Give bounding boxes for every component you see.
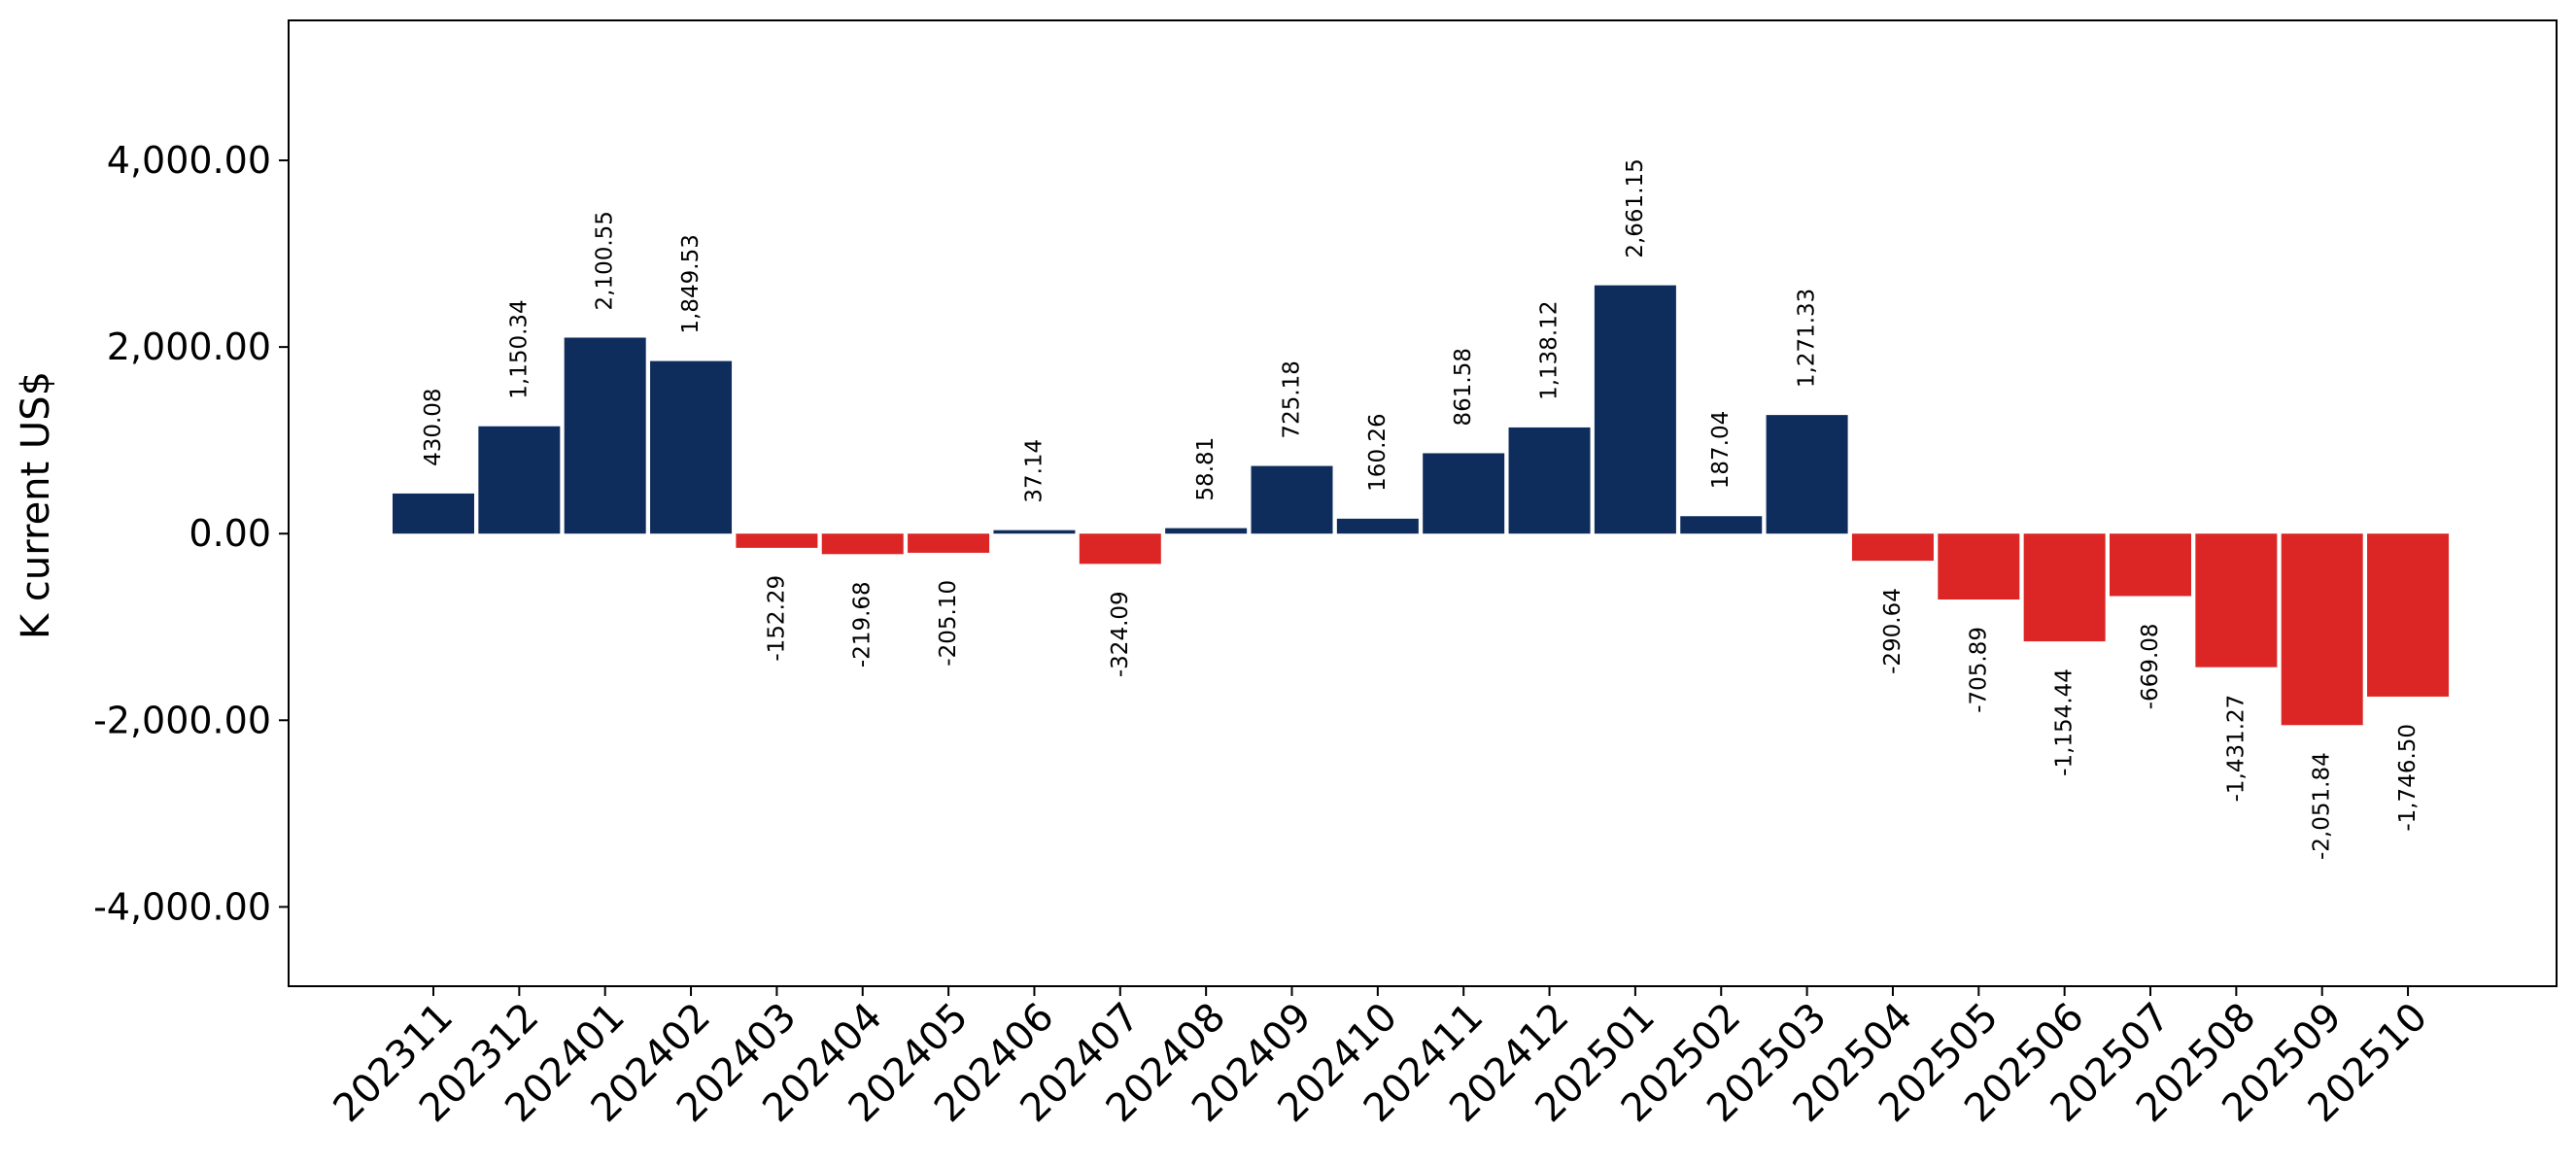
x-axis: 2023112023122024012024022024032024042024…: [326, 986, 2436, 1131]
data-label: 430.08: [421, 388, 446, 465]
bar: [1594, 285, 1676, 534]
data-label: -324.09: [1108, 591, 1133, 677]
data-label: -705.89: [1966, 627, 1991, 713]
bar: [1508, 427, 1591, 534]
data-label: 1,150.34: [506, 299, 532, 398]
y-tick-label: 0.00: [189, 512, 271, 555]
bar: [993, 530, 1076, 534]
y-tick-label: -4,000.00: [93, 885, 271, 928]
data-label: 1,138.12: [1537, 300, 1563, 399]
bars-group: [393, 285, 2450, 726]
y-tick-label: 4,000.00: [107, 139, 271, 182]
data-label: 2,661.15: [1623, 158, 1648, 257]
bar: [2281, 533, 2363, 726]
y-tick-label: 2,000.00: [107, 326, 271, 368]
bar: [564, 337, 646, 534]
bar: [393, 493, 474, 534]
y-tick-label: -2,000.00: [93, 699, 271, 741]
data-labels-group: 430.08 1,150.34 2,100.55 1,849.53 -152.29 -21…: [421, 158, 2421, 860]
data-label: -2,051.84: [2310, 752, 2335, 860]
bar: [2023, 533, 2106, 642]
bar: [1851, 533, 1934, 562]
bar: [1336, 518, 1419, 534]
data-label: 58.81: [1193, 437, 1219, 501]
bar: [736, 533, 818, 548]
data-label: -205.10: [936, 580, 961, 667]
bar: [1766, 415, 1848, 534]
y-axis: -4,000.00 -2,000.00 0.00 2,000.00 4,000.00: [93, 139, 289, 928]
data-label: -290.64: [1880, 588, 1906, 674]
bar: [478, 426, 561, 534]
bar: [1251, 465, 1333, 534]
y-axis-label: K current US$: [14, 371, 58, 639]
bar: [1165, 528, 1248, 534]
data-label: 1,849.53: [678, 234, 704, 333]
bar: [1938, 533, 2020, 600]
data-label: 1,271.33: [1795, 289, 1820, 388]
data-label: -219.68: [850, 581, 876, 668]
data-label: 2,100.55: [593, 211, 618, 310]
bar: [1423, 453, 1505, 534]
bar: [821, 533, 904, 555]
bar: [2367, 533, 2450, 697]
plot-frame: [288, 19, 2558, 987]
bar: [1079, 533, 1161, 565]
data-label: 187.04: [1708, 411, 1734, 489]
data-label: 160.26: [1365, 413, 1391, 491]
bar: [2195, 533, 2278, 668]
data-label: -1,431.27: [2223, 695, 2249, 803]
data-label: -152.29: [764, 575, 789, 662]
data-label: 37.14: [1021, 439, 1047, 503]
bar: [650, 360, 733, 534]
bar: [2110, 533, 2191, 597]
data-label: -1,154.44: [2052, 668, 2078, 776]
data-label: 725.18: [1280, 360, 1305, 438]
data-label: 861.58: [1451, 348, 1476, 426]
data-label: -1,746.50: [2395, 724, 2421, 832]
bar: [908, 533, 990, 553]
data-label: -669.08: [2138, 623, 2163, 709]
bar: [1680, 516, 1763, 534]
